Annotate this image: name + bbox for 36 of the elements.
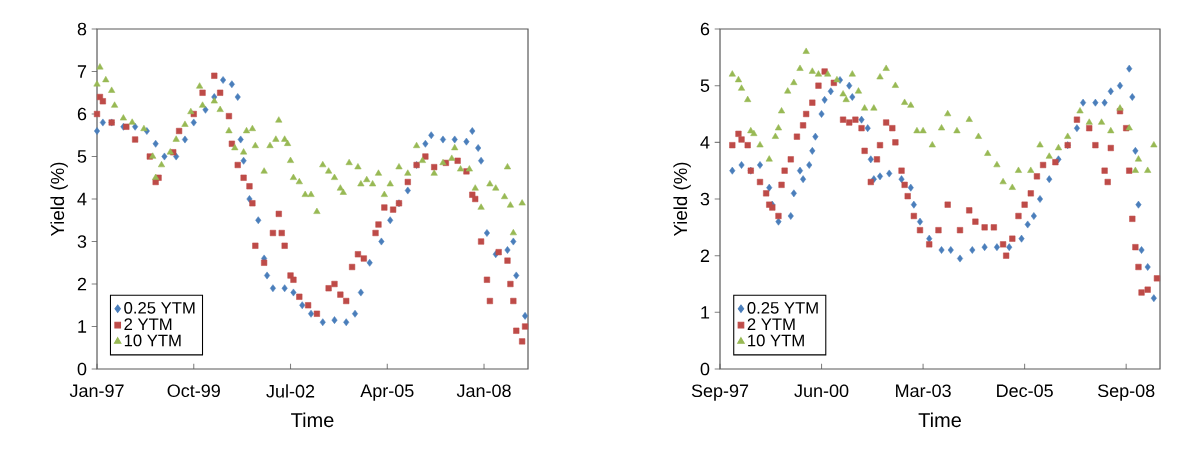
y-tick-label: 0 <box>700 362 710 376</box>
y-tick-label: 3 <box>77 235 87 248</box>
y-tick-label: 2 <box>77 277 87 291</box>
y-tick-label: 6 <box>700 22 710 36</box>
y-tick-label: 4 <box>77 192 87 206</box>
y-tick-label: 5 <box>700 79 710 92</box>
x-tick-label: Mar-03 <box>896 384 951 398</box>
y-tick-label: 3 <box>700 192 710 206</box>
legend-label: 2 YTM <box>747 318 795 330</box>
x-axis-title: Time <box>918 412 961 428</box>
legend-label: 2 YTM <box>124 318 172 330</box>
x-tick-label: Sep-08 <box>1097 384 1155 401</box>
x-tick-label: Jan-97 <box>69 384 124 398</box>
y-tick-label: 1 <box>78 320 87 333</box>
y-tick-label: 2 <box>700 249 710 262</box>
y-tick-label: 8 <box>77 22 87 36</box>
legend-label: 10 YTM <box>124 334 181 347</box>
x-tick-label: Apr-05 <box>360 384 414 401</box>
legend-label: 10 YTM <box>748 334 804 347</box>
x-tick-label: Oct-99 <box>167 384 220 398</box>
x-tick-label: Dec-05 <box>997 384 1053 398</box>
x-axis-title: Time <box>291 412 334 428</box>
y-tick-label: 4 <box>700 136 710 149</box>
x-tick-label: Sep-97 <box>691 384 749 401</box>
y-tick-label: 0 <box>77 362 87 376</box>
y-axis-title: Yield (%) <box>673 162 691 237</box>
y-tick-label: 1 <box>701 306 710 319</box>
y-tick-label: 6 <box>77 107 87 121</box>
y-tick-label: 5 <box>77 150 87 163</box>
legend-label: 0.25 YTM <box>124 301 195 314</box>
x-tick-label: Jan-08 <box>456 384 511 398</box>
y-axis-title: Yield (%) <box>50 162 68 237</box>
legend-label: 0.25 YTM <box>747 301 818 314</box>
x-tick-label: Jul-02 <box>266 384 315 398</box>
y-tick-label: 7 <box>77 65 87 78</box>
x-tick-label: Jun-00 <box>794 384 849 398</box>
